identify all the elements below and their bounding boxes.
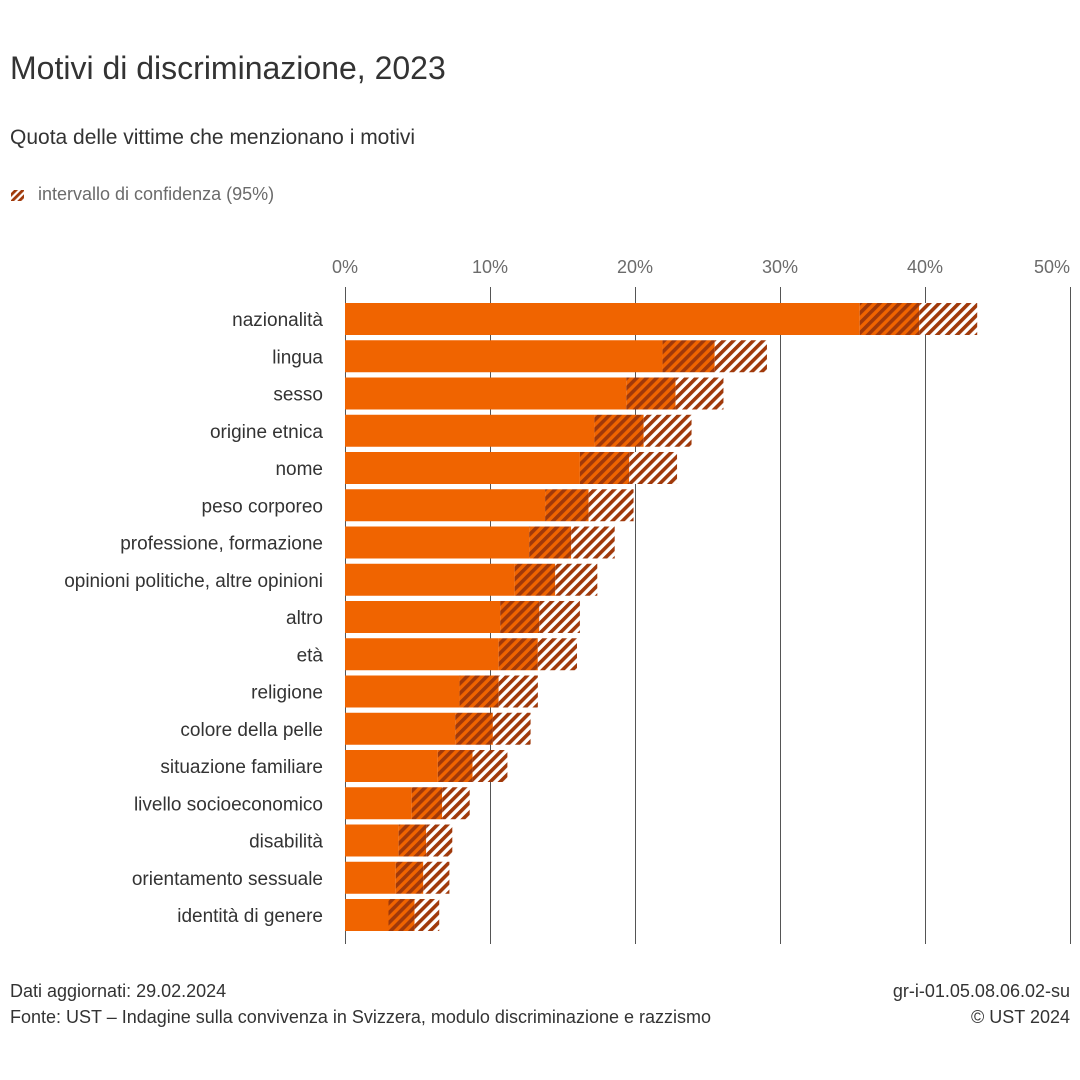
bar: [345, 861, 396, 894]
ci-lower-segment: [529, 526, 572, 559]
bar: [345, 601, 501, 633]
bar: [345, 675, 460, 708]
ci-upper-segment: [588, 489, 634, 522]
category-label: identità di genere: [177, 906, 323, 927]
ci-upper-segment: [714, 340, 767, 373]
category-label: peso corporeo: [202, 496, 323, 517]
bar: [345, 638, 499, 671]
category-label: situazione familiare: [160, 757, 323, 778]
footer-left: Dati aggiornati: 29.02.2024 Fonte: UST –…: [10, 978, 711, 1030]
footer-right: gr-i-01.05.08.06.02-su © UST 2024: [893, 978, 1070, 1030]
ci-upper-segment: [423, 861, 450, 894]
bar: [345, 489, 546, 522]
ci-upper-segment: [919, 303, 978, 335]
category-label: sesso: [273, 385, 323, 406]
ci-upper-segment: [472, 750, 508, 782]
bar: [345, 712, 456, 745]
category-label: orientamento sessuale: [132, 869, 323, 890]
data-updated: Dati aggiornati: 29.02.2024: [10, 981, 227, 1001]
bar-chart: 0% 10% 20% 30% 40% 50% nazionalità lingua sesso…: [64, 257, 1071, 944]
chart-code: gr-i-01.05.08.06.02-su: [892, 981, 1070, 1001]
ci-lower-segment: [459, 675, 499, 708]
category-label: nome: [275, 459, 323, 480]
x-tick-label: 10%: [472, 257, 508, 277]
category-label: opinioni politiche, altre opinioni: [64, 571, 323, 592]
ci-upper-segment: [426, 824, 453, 857]
ci-lower-segment: [411, 787, 443, 820]
bar: [345, 303, 860, 335]
bar: [345, 526, 530, 559]
category-labels: nazionalità lingua sesso origine etnica nome…: [64, 310, 323, 927]
bar: [345, 563, 515, 596]
bar: [345, 787, 412, 820]
ci-lower-segment: [859, 303, 920, 335]
ci-lower-segment: [579, 452, 630, 484]
ci-lower-segment: [626, 377, 676, 410]
legend-ci-label: intervallo di confidenza (95%): [38, 184, 275, 204]
ci-upper-segment: [537, 638, 577, 671]
category-label: colore della pelle: [180, 720, 323, 741]
ci-lower-segment: [388, 899, 415, 931]
ci-lower-segment: [514, 563, 556, 596]
category-label: lingua: [272, 347, 323, 368]
bar: [345, 452, 580, 484]
category-label: nazionalità: [232, 310, 323, 331]
copyright: © UST 2024: [971, 1007, 1070, 1027]
category-label: livello socioeconomico: [134, 794, 323, 815]
category-label: professione, formazione: [120, 534, 323, 555]
x-axis-ticks: 0% 10% 20% 30% 40% 50%: [332, 257, 1070, 277]
ci-upper-segment: [675, 377, 724, 410]
legend: intervallo di confidenza (95%): [10, 184, 274, 205]
ci-upper-segment: [442, 787, 470, 820]
ci-lower-segment: [594, 414, 644, 447]
bar: [345, 414, 595, 447]
hatched-square-icon: [11, 189, 24, 201]
bar: [345, 899, 389, 931]
ci-upper-segment: [571, 526, 615, 559]
bar: [345, 824, 399, 857]
ci-upper-segment: [414, 899, 440, 931]
ci-upper-segment: [539, 601, 580, 633]
ci-lower-segment: [398, 824, 427, 857]
ci-upper-segment: [629, 452, 678, 484]
ci-lower-segment: [395, 861, 424, 894]
bar: [345, 377, 627, 410]
x-tick-label: 20%: [617, 257, 653, 277]
x-tick-label: 0%: [332, 257, 358, 277]
category-label: religione: [251, 683, 323, 704]
bar: [345, 750, 438, 782]
ci-upper-segment: [643, 414, 692, 447]
data-source: Fonte: UST – Indagine sulla convivenza i…: [10, 1007, 711, 1027]
chart-subtitle: Quota delle vittime che menzionano i mot…: [10, 126, 416, 149]
x-tick-label: 50%: [1034, 257, 1070, 277]
x-tick-label: 40%: [907, 257, 943, 277]
category-label: disabilità: [249, 832, 323, 853]
ci-upper-segment: [555, 563, 598, 596]
x-tick-label: 30%: [762, 257, 798, 277]
ci-lower-segment: [437, 750, 473, 782]
category-label: età: [297, 645, 324, 666]
ci-lower-segment: [662, 340, 715, 373]
category-label: origine etnica: [210, 422, 323, 443]
ci-upper-segment: [498, 675, 538, 708]
ci-upper-segment: [492, 712, 531, 745]
bar: [345, 340, 663, 373]
ci-lower-segment: [498, 638, 538, 671]
chart-title: Motivi di discriminazione, 2023: [10, 50, 446, 86]
bars: [345, 303, 978, 931]
category-label: altro: [286, 608, 323, 629]
ci-lower-segment: [500, 601, 540, 633]
ci-lower-segment: [545, 489, 589, 522]
ci-lower-segment: [455, 712, 493, 745]
